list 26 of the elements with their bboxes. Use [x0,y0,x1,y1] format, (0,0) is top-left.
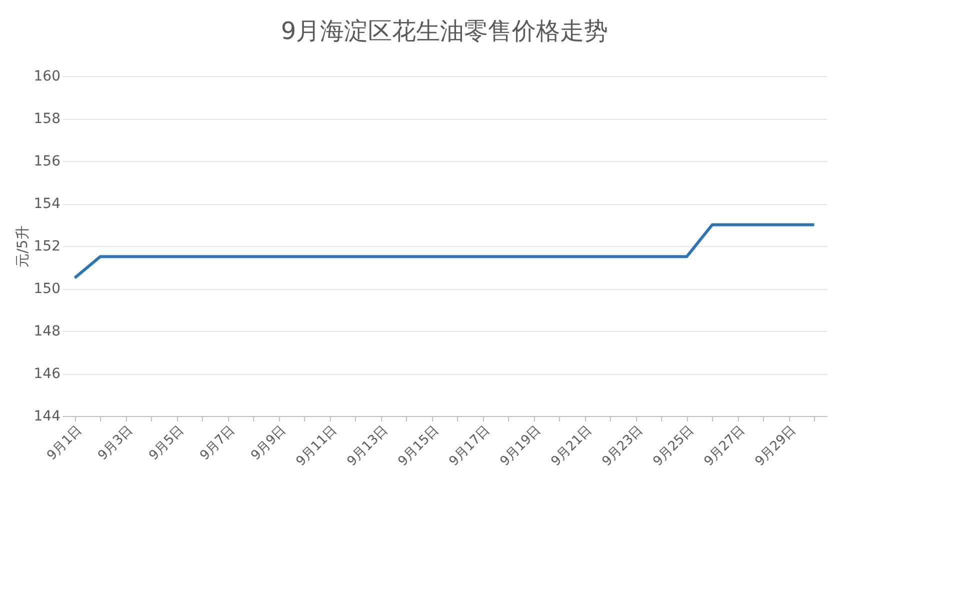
y-tick-label: 150 [34,281,60,297]
x-tick-label: 9月3日 [95,422,136,464]
x-tick-label: 9月11日 [294,422,340,470]
y-tick-label: 154 [34,196,61,212]
x-tick-label: 9月21日 [548,422,596,470]
x-tick-label: 9月5日 [146,422,188,464]
y-tick-label: 156 [34,154,61,170]
y-tick-label: 152 [34,238,60,254]
x-tick-label: 9月25日 [650,422,698,470]
x-tick-label: 9月27日 [702,422,748,470]
y-tick-label: 148 [34,324,60,340]
x-tick-label: 9月13日 [344,422,392,470]
x-tick-label: 9月17日 [446,422,494,470]
x-tick-label: 9月9日 [248,422,290,464]
x-tick-label: 9月15日 [396,422,442,470]
x-tick-label: 9月23日 [600,422,646,470]
x-tick-label: 9月19日 [498,422,544,470]
y-tick-label: 158 [34,111,60,127]
y-tick-label: 160 [34,68,60,84]
chart-title: 9月海淀区花生油零售价格走势 [280,17,608,45]
x-tick-label: 9月7日 [197,422,238,464]
x-tick-label: 9月29日 [752,422,800,470]
y-tick-label: 144 [34,408,61,424]
y-tick-label: 146 [34,366,61,382]
y-axis-title: 元/5升 [14,226,31,268]
x-tick-label: 9月1日 [44,422,86,464]
